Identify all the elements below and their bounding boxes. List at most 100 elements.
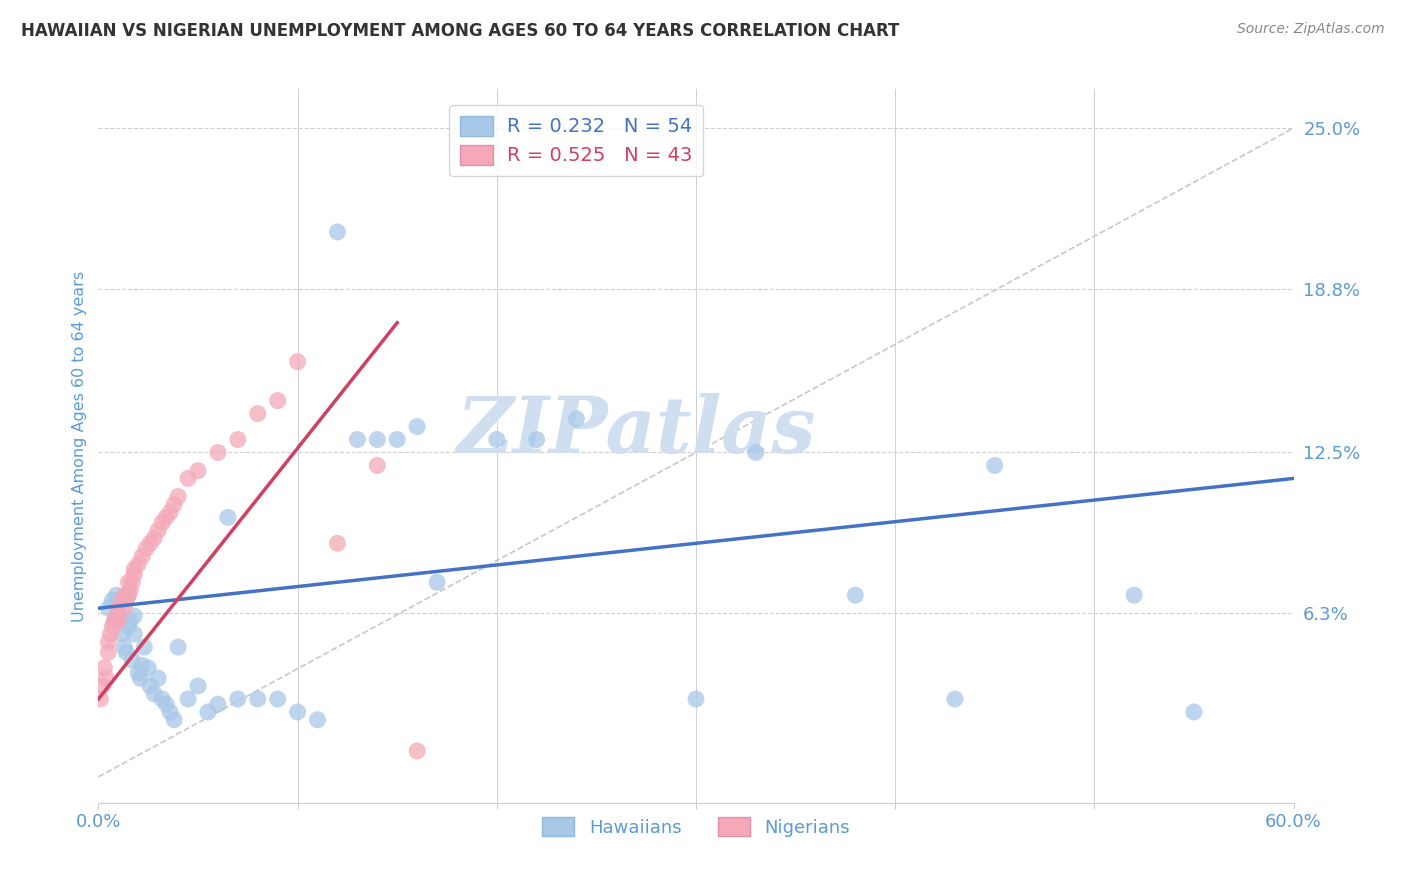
Point (307, 713, 329, 727)
Point (112, 640, 135, 654)
Y-axis label: Unemployment Among Ages 60 to 64 years: Unemployment Among Ages 60 to 64 years (72, 270, 87, 622)
Point (187, 679, 209, 693)
Point (226, 692, 249, 706)
Point (120, 614, 142, 628)
Point (426, 575, 449, 590)
Point (107, 601, 129, 615)
Point (101, 593, 124, 607)
Point (246, 407, 269, 421)
Point (187, 464, 209, 478)
Point (150, 516, 173, 530)
Point (385, 433, 409, 447)
Point (526, 433, 548, 447)
Point (226, 433, 249, 447)
Point (98, 627, 122, 641)
Point (984, 458, 1007, 473)
Point (167, 490, 190, 504)
Point (1123, 588, 1146, 602)
Point (89, 692, 111, 706)
Point (124, 562, 146, 576)
Point (93, 661, 115, 675)
Legend: Hawaiians, Nigerians: Hawaiians, Nigerians (534, 809, 858, 844)
Point (97, 601, 120, 615)
Point (124, 567, 146, 582)
Point (150, 692, 173, 706)
Point (159, 505, 181, 519)
Point (139, 536, 162, 550)
Point (112, 601, 135, 615)
Point (267, 393, 290, 408)
Point (134, 640, 156, 654)
Point (131, 658, 153, 673)
Point (135, 541, 157, 556)
Point (155, 697, 177, 711)
Point (117, 588, 139, 602)
Point (326, 225, 349, 239)
Point (97, 635, 120, 649)
Point (129, 671, 152, 685)
Point (163, 497, 186, 511)
Point (131, 549, 153, 564)
Point (136, 661, 159, 675)
Point (121, 653, 143, 667)
Point (485, 433, 508, 447)
Point (107, 593, 129, 607)
Point (91, 679, 114, 693)
Point (326, 536, 349, 550)
Point (117, 575, 139, 590)
Point (167, 640, 190, 654)
Point (287, 354, 309, 368)
Point (111, 593, 134, 607)
Point (155, 510, 177, 524)
Point (943, 692, 966, 706)
Point (267, 692, 290, 706)
Point (143, 687, 166, 701)
Point (101, 619, 124, 633)
Point (366, 433, 388, 447)
Point (217, 510, 239, 524)
Point (103, 614, 125, 628)
Point (97, 645, 120, 659)
Text: Source: ZipAtlas.com: Source: ZipAtlas.com (1237, 22, 1385, 37)
Point (124, 609, 146, 624)
Point (287, 705, 309, 719)
Point (197, 705, 219, 719)
Point (111, 627, 134, 641)
Point (148, 524, 170, 538)
Point (406, 419, 429, 434)
Point (127, 666, 149, 681)
Point (745, 445, 768, 459)
Point (105, 588, 128, 602)
Point (105, 609, 128, 624)
Point (148, 671, 170, 685)
Point (685, 692, 707, 706)
Point (177, 471, 200, 485)
Point (117, 588, 139, 602)
Point (103, 614, 125, 628)
Point (127, 557, 149, 571)
Point (844, 588, 866, 602)
Point (163, 713, 186, 727)
Point (159, 705, 181, 719)
Text: ZIPatlas: ZIPatlas (457, 393, 815, 470)
Point (177, 692, 200, 706)
Point (139, 679, 162, 693)
Point (115, 593, 138, 607)
Point (246, 692, 269, 706)
Point (207, 697, 229, 711)
Text: HAWAIIAN VS NIGERIAN UNEMPLOYMENT AMONG AGES 60 TO 64 YEARS CORRELATION CHART: HAWAIIAN VS NIGERIAN UNEMPLOYMENT AMONG … (21, 22, 900, 40)
Point (366, 458, 388, 473)
Point (1182, 705, 1205, 719)
Point (346, 433, 368, 447)
Point (121, 575, 143, 590)
Point (107, 614, 129, 628)
Point (143, 531, 166, 545)
Point (112, 588, 135, 602)
Point (124, 627, 146, 641)
Point (565, 411, 588, 425)
Point (96, 671, 118, 685)
Point (117, 619, 139, 633)
Point (115, 645, 138, 659)
Point (120, 582, 142, 597)
Point (406, 744, 429, 758)
